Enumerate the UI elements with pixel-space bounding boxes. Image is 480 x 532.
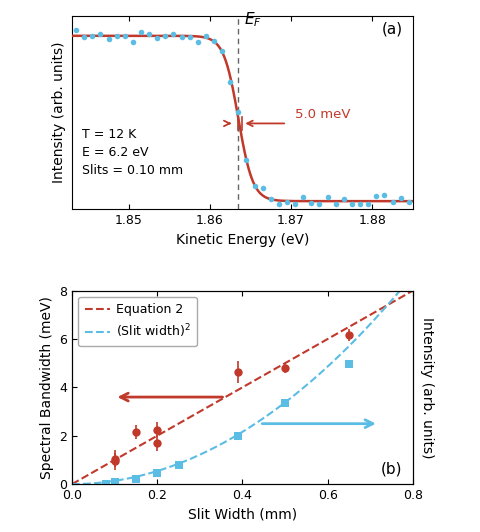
Text: $E_F$: $E_F$ [244,11,262,29]
Point [113,31,120,40]
Y-axis label: Intensity (arb. units): Intensity (arb. units) [52,42,66,184]
Point [105,35,112,43]
Point [364,200,372,209]
Text: 5.0 meV: 5.0 meV [295,108,351,121]
Point [332,200,339,209]
X-axis label: Kinetic Energy (eV): Kinetic Energy (eV) [176,233,309,247]
Point [397,194,405,202]
Point [161,32,169,40]
Point [291,200,299,209]
X-axis label: Slit Width (mm): Slit Width (mm) [188,508,297,521]
Point [356,200,364,208]
Point [194,37,202,46]
Point [169,30,177,38]
Legend: Equation 2, (Slit width)$^2$: Equation 2, (Slit width)$^2$ [78,297,197,346]
Point [153,469,161,478]
Point [102,479,110,488]
Point [324,193,332,202]
Point [348,200,356,209]
Y-axis label: Spectral Bandwidth (meV): Spectral Bandwidth (meV) [39,296,54,479]
Point [345,360,353,368]
Point [251,182,258,190]
Point [281,399,289,408]
Point [372,192,380,200]
Point [218,47,226,55]
Point [129,38,137,46]
Point [283,198,291,206]
Text: (b): (b) [381,461,403,476]
Point [96,30,104,39]
Point [227,78,234,87]
Point [340,195,348,203]
Point [132,475,140,483]
Point [308,198,315,207]
Point [137,28,145,36]
Point [178,32,185,41]
Text: T = 12 K
E = 6.2 eV
Slits = 0.10 mm: T = 12 K E = 6.2 eV Slits = 0.10 mm [82,128,183,177]
Point [242,155,250,164]
Point [381,190,388,199]
Text: (a): (a) [382,22,403,37]
Point [175,461,182,469]
Point [111,477,119,486]
Point [259,184,266,193]
Point [235,108,242,117]
Point [80,33,88,41]
Point [275,200,283,209]
Point [186,32,193,41]
Point [153,34,161,43]
Point [405,197,413,206]
Point [202,31,210,40]
Point [300,193,307,202]
Point [72,26,80,34]
Point [389,198,396,206]
Point [210,37,218,45]
Point [121,31,129,40]
Point [267,195,275,204]
Y-axis label: Intensity (arb. units): Intensity (arb. units) [420,317,433,458]
Point [88,31,96,40]
Point [145,29,153,38]
Point [316,200,324,208]
Point [234,432,242,440]
